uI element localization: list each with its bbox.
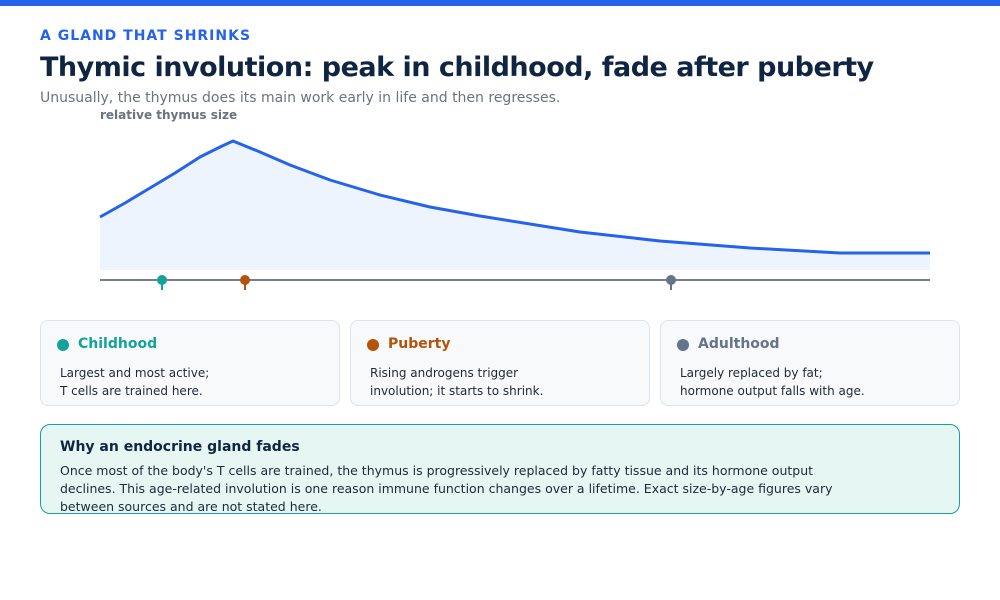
- stage-text: Largest and most active; T cells are trai…: [60, 364, 209, 400]
- stage-name: Adulthood: [698, 336, 780, 352]
- line: Largest and most active;: [60, 366, 210, 380]
- stage-text: Largely replaced by fat; hormone output f…: [680, 364, 865, 400]
- marker: [240, 275, 250, 285]
- stage-name: Childhood: [78, 336, 158, 352]
- note-body: Once most of the body's T cells are trai…: [60, 463, 833, 514]
- title: Thymic involution: peak in childhood, fa…: [40, 52, 874, 83]
- note-box: Why an endocrine gland fades Once most o…: [40, 424, 960, 514]
- top-bar: [0, 0, 1000, 6]
- line: T cells are trained here.: [60, 384, 203, 398]
- eyebrow: A GLAND THAT SHRINKS: [40, 28, 252, 44]
- stage-dot: [677, 339, 689, 351]
- stage-card: Puberty Rising androgens trigger involuti…: [350, 320, 650, 406]
- stage-name: Puberty: [388, 336, 451, 352]
- curve-area: [100, 141, 930, 270]
- marker: [666, 275, 676, 285]
- curve-line: [99, 139, 930, 255]
- axis-label: relative thymus size: [100, 108, 238, 122]
- marker: [157, 275, 167, 285]
- line: involution; it starts to shrink.: [370, 384, 544, 398]
- curve-figure: [99, 139, 930, 290]
- stage-dot: [57, 339, 69, 351]
- stage-card: Childhood Largest and most active; T cell…: [40, 320, 340, 406]
- stage-card: Adulthood Largely replaced by fat; hormon…: [660, 320, 960, 406]
- line: hormone output falls with age.: [680, 384, 865, 398]
- stage-text: Rising androgens trigger involution; it s…: [370, 364, 543, 400]
- line: Largely replaced by fat;: [680, 366, 823, 380]
- note-title: Why an endocrine gland fades: [60, 439, 300, 455]
- subtitle: Unusually, the thymus does its main work…: [40, 90, 561, 106]
- stage-dot: [367, 339, 379, 351]
- line: Rising androgens trigger: [370, 366, 519, 380]
